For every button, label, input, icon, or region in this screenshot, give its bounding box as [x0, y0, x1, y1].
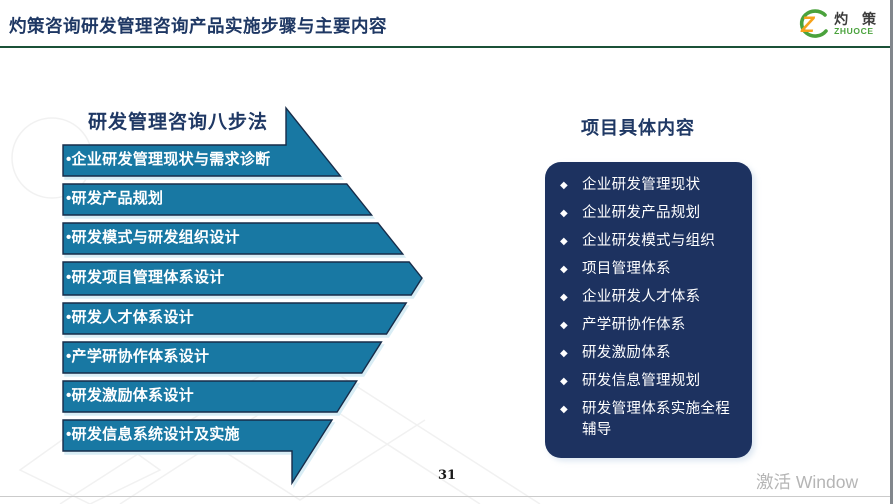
list-item: ◆ 企业研发人才体系: [560, 287, 744, 308]
list-item-label: 企业研发产品规划: [582, 205, 701, 221]
title-underline: [0, 46, 893, 48]
company-logo: Z 灼 策 ZHUOCE: [794, 8, 881, 40]
project-content-list: ◆ 企业研发管理现状 ◆ 企业研发产品规划 ◆ 企业研发模式与组织 ◆ 项目管理…: [560, 175, 744, 441]
step-label-7: •研发激励体系设计: [66, 387, 194, 404]
right-section-heading: 项目具体内容: [581, 118, 695, 138]
list-item: ◆ 研发激励体系: [560, 343, 744, 364]
list-item-label: 企业研发模式与组织: [582, 233, 716, 249]
logo-brand-en: ZHUOCE: [834, 25, 874, 36]
step-label-4: •研发项目管理体系设计: [66, 269, 225, 286]
project-content-panel: ◆ 企业研发管理现状 ◆ 企业研发产品规划 ◆ 企业研发模式与组织 ◆ 项目管理…: [545, 162, 752, 458]
list-item-label: 企业研发管理现状: [582, 177, 701, 193]
left-section-heading: 研发管理咨询八步法: [88, 112, 269, 133]
diamond-bullet-icon: ◆: [560, 320, 568, 331]
diamond-bullet-icon: ◆: [560, 264, 568, 275]
diamond-bullet-icon: ◆: [560, 236, 568, 247]
list-item-label: 企业研发人才体系: [582, 289, 701, 305]
page-number: 31: [438, 468, 457, 483]
diamond-bullet-icon: ◆: [560, 348, 568, 359]
step-label-1: •企业研发管理现状与需求诊断: [66, 151, 271, 168]
bottom-divider: [0, 496, 890, 497]
diamond-bullet-icon: ◆: [560, 180, 568, 191]
list-item: ◆ 企业研发模式与组织: [560, 231, 744, 252]
list-item: ◆ 项目管理体系: [560, 259, 744, 280]
step-label-5: •研发人才体系设计: [66, 309, 194, 326]
zhuoce-z-swoosh-icon: Z: [794, 8, 830, 40]
list-item: ◆ 研发管理体系实施全程辅导: [560, 399, 744, 441]
page-title: 灼策咨询研发管理咨询产品实施步骤与主要内容: [9, 16, 387, 36]
logo-text-block: 灼 策 ZHUOCE: [834, 12, 881, 36]
diamond-bullet-icon: ◆: [560, 292, 568, 303]
step-label-2: •研发产品规划: [66, 190, 164, 207]
list-item-label: 研发管理体系实施全程辅导: [582, 401, 730, 438]
step-label-6: •产学研协作体系设计: [66, 348, 210, 365]
list-item-label: 项目管理体系: [582, 261, 671, 277]
diamond-bullet-icon: ◆: [560, 404, 568, 415]
list-item: ◆ 产学研协作体系: [560, 315, 744, 336]
step-label-8: •研发信息系统设计及实施: [66, 426, 240, 443]
diamond-bullet-icon: ◆: [560, 208, 568, 219]
diamond-bullet-icon: ◆: [560, 376, 568, 387]
window-right-edge: [890, 0, 893, 504]
list-item: ◆ 企业研发管理现状: [560, 175, 744, 196]
logo-brand-cn: 灼 策: [834, 11, 881, 28]
step-label-3: •研发模式与研发组织设计: [66, 229, 240, 246]
list-item-label: 研发信息管理规划: [582, 373, 701, 389]
svg-text:Z: Z: [800, 12, 816, 37]
list-item: ◆ 研发信息管理规划: [560, 371, 744, 392]
list-item: ◆ 企业研发产品规划: [560, 203, 744, 224]
windows-activation-watermark: 激活 Window: [756, 472, 859, 492]
list-item-label: 产学研协作体系: [582, 317, 686, 333]
list-item-label: 研发激励体系: [582, 345, 671, 361]
